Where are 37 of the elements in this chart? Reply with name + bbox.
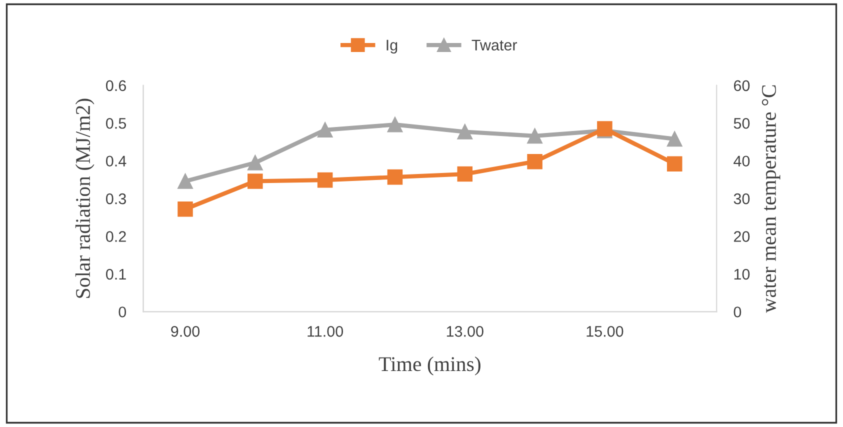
point [666,131,682,147]
y2-tick-label: 0 [734,306,742,318]
point [387,116,403,132]
y2-tick-label: 40 [734,156,750,167]
y-tick-label: 0 [118,306,126,318]
point [527,154,542,170]
y2-tick-label: 50 [734,118,750,129]
y-tick-label: 0.4 [106,156,126,167]
y-tick-label: 0.1 [106,268,126,280]
y2-tick-label: 60 [734,80,750,92]
point [666,156,682,172]
point [457,124,473,140]
x-axis-title: Time (mins) [378,356,480,376]
point [178,201,193,217]
point [248,174,263,189]
point [248,155,263,170]
y-tick-label: 0.5 [106,118,126,129]
point [317,122,333,138]
point [457,166,473,182]
x-tick-label: 13.00 [446,326,484,337]
y-tick-label: 0.2 [106,231,126,242]
legend-label: Twater [472,40,518,51]
y-tick-label: 0.3 [106,193,126,204]
y2-tick-label: 20 [734,231,750,242]
legend-label: Ig [386,40,398,54]
y2-tick-label: 10 [734,268,750,280]
x-tick-label: 11.00 [308,326,344,337]
y-tick-label: 0.6 [106,80,126,92]
y-axis-title: Solar radiation (MJ/m2) [75,98,94,298]
y2-axis-title: water mean temperature °C [762,85,780,313]
point [178,174,193,189]
point [527,128,542,144]
point [387,169,403,185]
x-tick-label: 15.00 [586,326,624,337]
x-tick-label: 9.00 [171,326,200,337]
point [317,172,333,188]
y2-tick-label: 30 [734,193,750,204]
